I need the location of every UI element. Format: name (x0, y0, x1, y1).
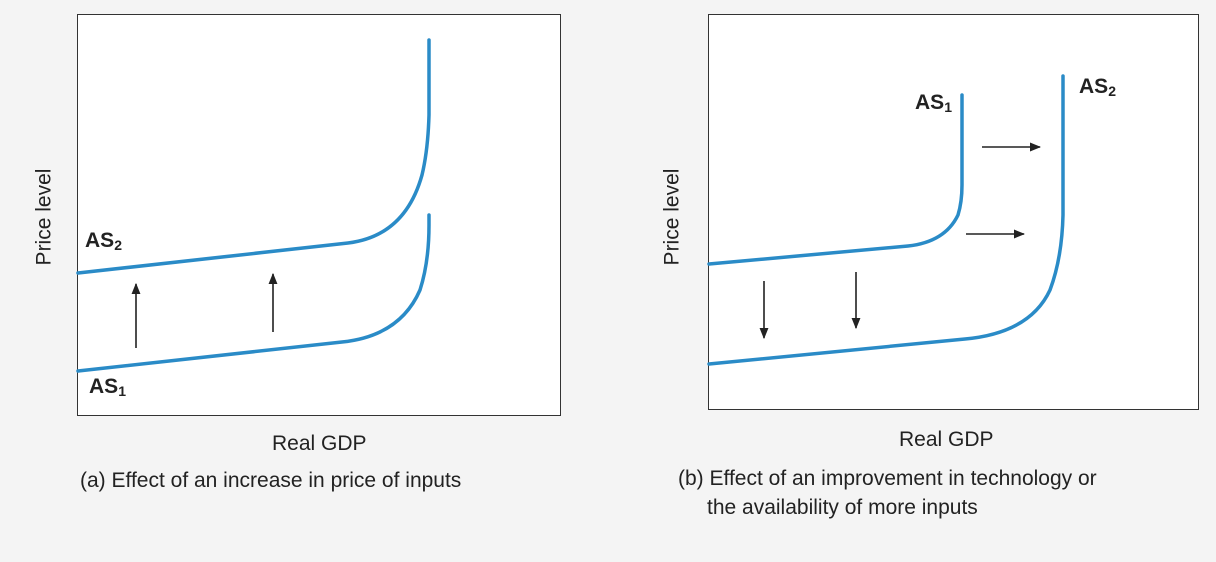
plot-b (707, 74, 1065, 366)
curve-label-as1-a: AS1 (89, 375, 126, 399)
as2-curve-b (707, 74, 1065, 366)
as1-curve-a (76, 213, 431, 373)
panel-b: Price level Real GDP (b) Effect of an im… (610, 0, 1216, 562)
plot-frame-a (77, 14, 561, 416)
caption-b: (b) Effect of an improvement in technolo… (678, 464, 1097, 522)
caption-b-line2: the availability of more inputs (707, 496, 978, 519)
plot-frame-b (708, 14, 1199, 410)
curve-label-as1-b: AS1 (915, 91, 952, 115)
x-axis-label-b: Real GDP (899, 428, 994, 451)
as2-curve-a (76, 38, 431, 275)
caption-a: (a) Effect of an increase in price of in… (80, 469, 462, 492)
curve-label-as2-b: AS2 (1079, 75, 1116, 99)
plot-a (76, 38, 431, 373)
y-axis-label-b: Price level (660, 168, 684, 266)
x-axis-label-a: Real GDP (272, 432, 367, 455)
y-axis-label-a: Price level (32, 168, 56, 266)
panel-a: Price level Real GDP (a) Effect of an in… (0, 0, 600, 562)
as1-curve-b (707, 93, 964, 266)
caption-b-line1: (b) Effect of an improvement in technolo… (678, 467, 1097, 490)
curve-label-as2-a: AS2 (85, 229, 122, 253)
